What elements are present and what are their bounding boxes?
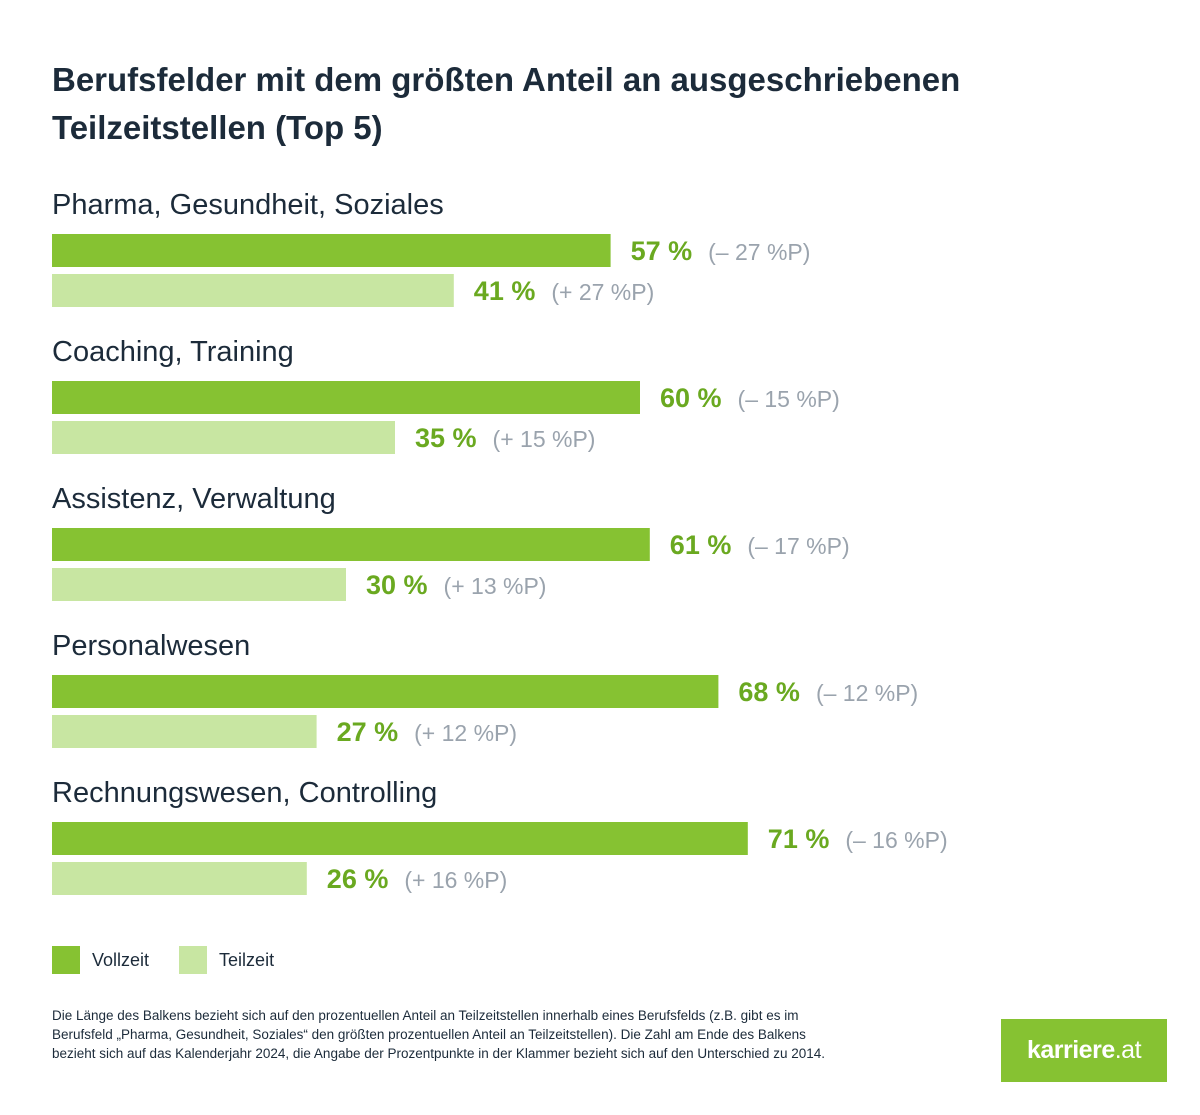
logo-text-tld: .at: [1114, 1036, 1142, 1064]
bar-vollzeit: [52, 528, 650, 561]
brand-logo: karriere .at: [1001, 1019, 1167, 1082]
category-label: Assistenz, Verwaltung: [52, 483, 336, 515]
legend-swatch-vollzeit: [52, 946, 80, 974]
change-label: (– 17 %P): [747, 533, 849, 559]
bar-teilzeit: [52, 862, 307, 895]
value-label: 27 %: [337, 717, 399, 747]
change-label: (+ 27 %P): [551, 279, 654, 305]
bar-vollzeit: [52, 381, 640, 414]
bar-chart: Pharma, Gesundheit, Soziales 57 % (– 27 %P…: [52, 189, 948, 895]
category-label: Rechnungswesen, Controlling: [52, 777, 437, 809]
change-label: (+ 13 %P): [444, 573, 547, 599]
legend-item-teilzeit: Teilzeit: [179, 946, 274, 974]
change-label: (+ 15 %P): [493, 426, 596, 452]
change-label: (– 15 %P): [738, 386, 840, 412]
category-label: Coaching, Training: [52, 336, 294, 368]
value-label: 26 %: [327, 864, 389, 894]
legend-swatch-teilzeit: [179, 946, 208, 974]
category-label: Pharma, Gesundheit, Soziales: [52, 189, 444, 221]
value-label: 60 %: [660, 383, 722, 413]
value-label: 35 %: [415, 423, 477, 453]
bar-vollzeit: [52, 822, 748, 855]
change-label: (– 16 %P): [845, 827, 947, 853]
footnote: Die Länge des Balkens bezieht sich auf d…: [52, 1008, 825, 1061]
chart-title: Berufsfelder mit dem größten Anteil an a…: [52, 61, 961, 146]
bar-teilzeit: [52, 715, 317, 748]
change-label: (+ 16 %P): [404, 867, 507, 893]
change-label: (– 27 %P): [708, 239, 810, 265]
bar-teilzeit: [52, 274, 454, 307]
change-label: (+ 12 %P): [414, 720, 517, 746]
bar-vollzeit: [52, 234, 611, 267]
bar-teilzeit: [52, 568, 346, 601]
legend: Vollzeit Teilzeit: [52, 946, 304, 974]
legend-label-teilzeit: Teilzeit: [219, 949, 275, 970]
bar-vollzeit: [52, 675, 719, 708]
value-label: 71 %: [768, 824, 830, 854]
legend-item-vollzeit: Vollzeit: [52, 946, 149, 974]
value-label: 41 %: [474, 276, 536, 306]
value-label: 61 %: [670, 530, 732, 560]
value-label: 68 %: [738, 677, 800, 707]
change-label: (– 12 %P): [816, 680, 918, 706]
value-label: 30 %: [366, 570, 428, 600]
legend-label-vollzeit: Vollzeit: [92, 949, 150, 970]
bar-teilzeit: [52, 421, 395, 454]
category-label: Personalwesen: [52, 630, 250, 662]
logo-text-main: karriere: [1026, 1036, 1115, 1064]
value-label: 57 %: [631, 236, 693, 266]
